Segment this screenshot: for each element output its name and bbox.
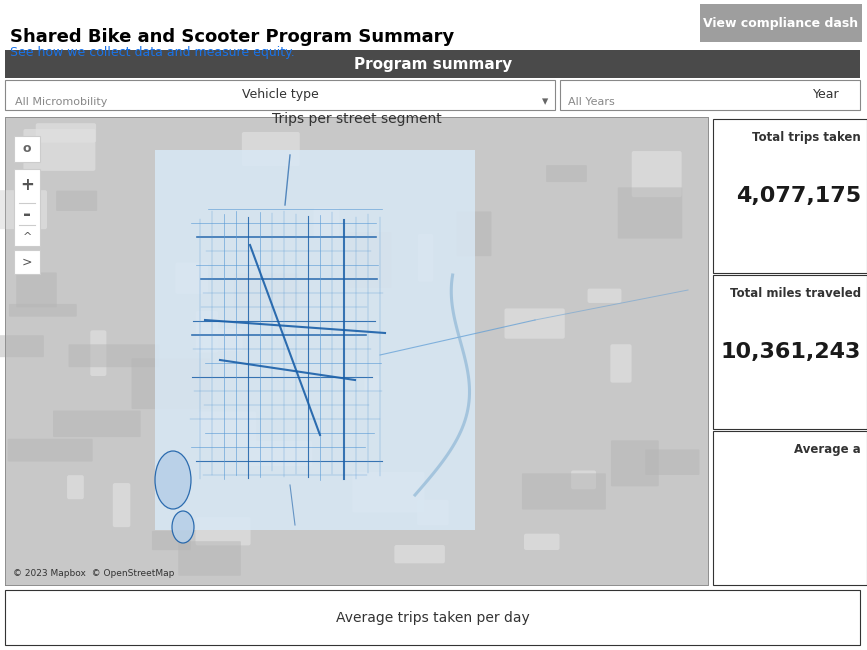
FancyBboxPatch shape <box>417 500 448 525</box>
FancyBboxPatch shape <box>364 376 380 391</box>
FancyBboxPatch shape <box>113 483 130 527</box>
FancyBboxPatch shape <box>611 440 659 486</box>
FancyBboxPatch shape <box>23 129 95 171</box>
FancyBboxPatch shape <box>347 232 392 288</box>
Text: >: > <box>22 255 32 268</box>
Ellipse shape <box>172 511 194 543</box>
Text: View compliance dash: View compliance dash <box>703 16 858 29</box>
FancyBboxPatch shape <box>175 263 208 294</box>
FancyBboxPatch shape <box>5 590 860 645</box>
Text: Year: Year <box>813 88 840 101</box>
Text: Program summary: Program summary <box>354 57 512 72</box>
Ellipse shape <box>155 451 191 509</box>
FancyBboxPatch shape <box>36 124 96 142</box>
FancyBboxPatch shape <box>8 439 93 462</box>
FancyBboxPatch shape <box>617 187 682 239</box>
FancyBboxPatch shape <box>249 441 312 466</box>
FancyBboxPatch shape <box>713 119 867 273</box>
FancyBboxPatch shape <box>588 289 622 303</box>
FancyBboxPatch shape <box>56 190 97 211</box>
FancyBboxPatch shape <box>314 208 340 239</box>
Text: Vehicle type: Vehicle type <box>242 88 318 101</box>
FancyBboxPatch shape <box>0 190 47 229</box>
FancyBboxPatch shape <box>700 4 862 42</box>
FancyBboxPatch shape <box>524 534 559 550</box>
FancyBboxPatch shape <box>560 80 860 110</box>
FancyBboxPatch shape <box>645 449 700 475</box>
FancyBboxPatch shape <box>418 234 434 281</box>
Text: All Micromobility: All Micromobility <box>15 97 108 107</box>
FancyBboxPatch shape <box>0 335 44 358</box>
FancyBboxPatch shape <box>16 272 56 307</box>
Text: Total trips taken: Total trips taken <box>753 131 861 144</box>
Text: o: o <box>23 142 31 155</box>
Text: All Years: All Years <box>568 97 615 107</box>
Text: Shared Bike and Scooter Program Summary: Shared Bike and Scooter Program Summary <box>10 28 454 46</box>
FancyBboxPatch shape <box>505 308 564 339</box>
Text: 10,361,243: 10,361,243 <box>720 342 861 362</box>
FancyBboxPatch shape <box>234 274 298 310</box>
FancyBboxPatch shape <box>713 275 867 429</box>
FancyBboxPatch shape <box>5 80 555 110</box>
FancyBboxPatch shape <box>90 330 107 376</box>
FancyBboxPatch shape <box>5 117 708 585</box>
Text: -: - <box>23 205 31 224</box>
Text: Trips per street segment: Trips per street segment <box>271 112 441 126</box>
FancyBboxPatch shape <box>68 344 160 367</box>
FancyBboxPatch shape <box>632 151 681 197</box>
FancyBboxPatch shape <box>5 50 860 78</box>
FancyBboxPatch shape <box>394 545 445 564</box>
FancyBboxPatch shape <box>610 344 631 383</box>
Text: ^: ^ <box>23 232 32 242</box>
Text: 4,077,175: 4,077,175 <box>736 186 861 206</box>
Text: See how we collect data and measure equity.: See how we collect data and measure equi… <box>10 46 295 59</box>
FancyBboxPatch shape <box>152 531 191 550</box>
FancyBboxPatch shape <box>9 304 77 317</box>
Text: © 2023 Mapbox  © OpenStreetMap: © 2023 Mapbox © OpenStreetMap <box>13 569 174 578</box>
FancyBboxPatch shape <box>352 472 425 513</box>
Text: ▾: ▾ <box>542 96 548 109</box>
FancyBboxPatch shape <box>457 211 492 256</box>
FancyBboxPatch shape <box>713 431 867 585</box>
FancyBboxPatch shape <box>14 250 40 274</box>
Text: Total miles traveled: Total miles traveled <box>730 287 861 300</box>
FancyBboxPatch shape <box>242 132 300 166</box>
FancyBboxPatch shape <box>67 475 84 499</box>
FancyBboxPatch shape <box>132 358 210 409</box>
FancyBboxPatch shape <box>179 541 241 576</box>
FancyBboxPatch shape <box>53 411 140 437</box>
FancyBboxPatch shape <box>14 169 40 246</box>
FancyBboxPatch shape <box>203 328 243 351</box>
FancyBboxPatch shape <box>14 136 40 162</box>
Text: Average trips taken per day: Average trips taken per day <box>336 611 530 625</box>
FancyBboxPatch shape <box>196 311 218 353</box>
FancyBboxPatch shape <box>155 150 475 530</box>
FancyBboxPatch shape <box>199 411 257 447</box>
FancyBboxPatch shape <box>546 165 587 182</box>
FancyBboxPatch shape <box>522 473 606 510</box>
Text: Average a: Average a <box>794 443 861 456</box>
FancyBboxPatch shape <box>571 471 596 489</box>
FancyBboxPatch shape <box>196 517 251 545</box>
Text: +: + <box>20 176 34 194</box>
